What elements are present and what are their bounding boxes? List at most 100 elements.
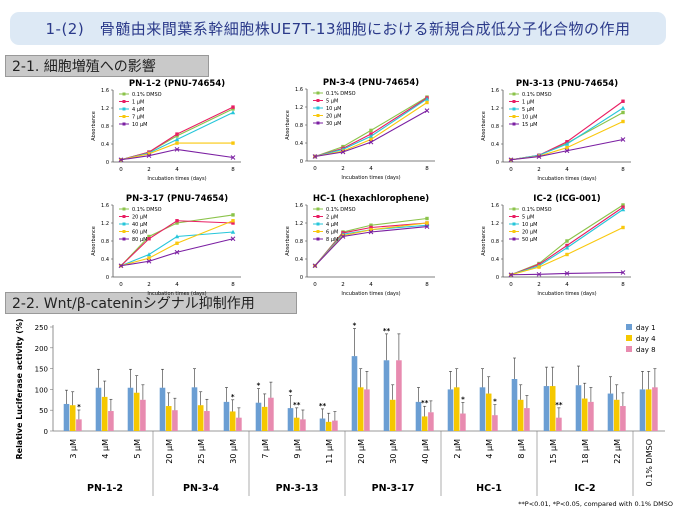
legend-marker [512,222,516,226]
data-point [230,155,236,160]
legend-label: 30 μM [326,121,341,127]
data-point [565,243,569,248]
data-point [341,233,345,238]
bar-y-tick-label: 100 [35,386,48,394]
y-axis-label: Absorbance [481,111,487,141]
data-point [565,140,569,144]
bar [588,401,594,431]
data-point [231,219,235,223]
legend-marker [316,237,320,241]
significance-marker: ** [319,402,327,410]
page-title: 1-(2) 骨髄由来間葉系幹細胞株UE7T-13細胞における新規合成低分子化合物… [10,12,666,45]
x-axis-label: Incubation times (days) [341,175,400,181]
bar [325,421,332,431]
data-point [537,265,541,269]
bar [543,386,550,431]
series-line [510,227,624,276]
x-tick-label: 4 [175,282,179,288]
bar [197,405,204,431]
bar-category-label: 9 μM [293,439,302,459]
legend-marker [316,99,320,102]
x-tick-label: 2 [537,282,541,288]
legend-label: 60 μM [132,230,147,236]
data-point [231,213,235,217]
data-point [369,128,373,133]
legend-label: 10 μM [522,222,537,228]
data-point [369,228,373,232]
data-point [425,221,429,225]
bar-legend-label: day 8 [636,346,656,354]
bar [485,393,492,431]
y-axis-label: Absorbance [481,226,487,256]
data-point [620,207,626,212]
data-point [621,119,625,124]
significance-marker: ** [383,327,391,335]
bar-category-label: 8 μM [517,439,526,459]
bar [319,418,326,431]
legend-marker [512,115,516,118]
legend-label: 0.1% DMSO [522,207,552,213]
data-point [565,239,569,243]
x-tick-label: 8 [425,166,429,172]
legend-marker [512,215,516,218]
bar [165,406,172,431]
legend-marker [122,122,126,126]
data-point [424,96,430,101]
bar [204,411,210,431]
legend-marker [512,122,516,126]
x-tick-label: 0 [119,167,123,173]
y-tick-label: 0.8 [491,239,499,245]
x-tick-label: 8 [231,167,235,173]
y-tick-label: 1.6 [101,203,109,209]
bar-category-label: 30 μM [389,439,398,464]
series-line [120,142,233,161]
legend-marker [316,222,320,226]
bar-category-label: 3 μM [69,439,78,459]
bar [357,387,364,431]
series-line [120,231,234,267]
legend-label: 20 μM [326,114,341,120]
y-tick-label: 1.2 [101,106,109,112]
legend-label: 5 μM [326,99,338,105]
legend-marker [316,230,320,233]
data-point [368,229,374,235]
bar [447,389,454,431]
bar [351,356,358,431]
bar [639,389,646,431]
y-tick-label: 0.4 [101,257,109,263]
legend-marker [122,107,126,111]
data-point [564,245,570,250]
x-tick-label: 2 [147,282,151,288]
data-point [341,149,345,153]
bar [140,399,146,431]
data-point [369,225,373,230]
data-point [231,221,235,225]
data-point [368,139,374,145]
data-point [175,221,179,225]
data-point [340,234,346,239]
y-tick-label: 1.2 [295,105,303,111]
x-tick-label: 0 [119,282,123,288]
bar-category-label: 30 μM [229,439,238,464]
bar [63,403,70,431]
bar [191,387,198,431]
bar-group-label: HC-1 [476,483,502,494]
data-point [564,148,570,154]
bar [76,419,82,431]
data-point [341,144,345,149]
y-tick-label: 0.8 [491,124,499,130]
series-line [120,220,234,267]
section-title-proliferation: 2-1. 細胞増殖への影響 [5,55,209,77]
bar [460,413,466,431]
legend-marker [122,215,126,218]
y-tick-label: 0.8 [101,239,109,245]
y-tick-label: 1.2 [491,221,499,227]
legend-label: 0.1% DMSO [522,92,552,98]
y-axis-label: Absorbance [91,226,97,256]
significance-marker: * [493,398,497,406]
legend-label: 6 μM [326,230,338,236]
data-point [536,154,542,159]
data-point [621,99,625,103]
data-point [146,252,152,257]
data-point [565,145,569,150]
